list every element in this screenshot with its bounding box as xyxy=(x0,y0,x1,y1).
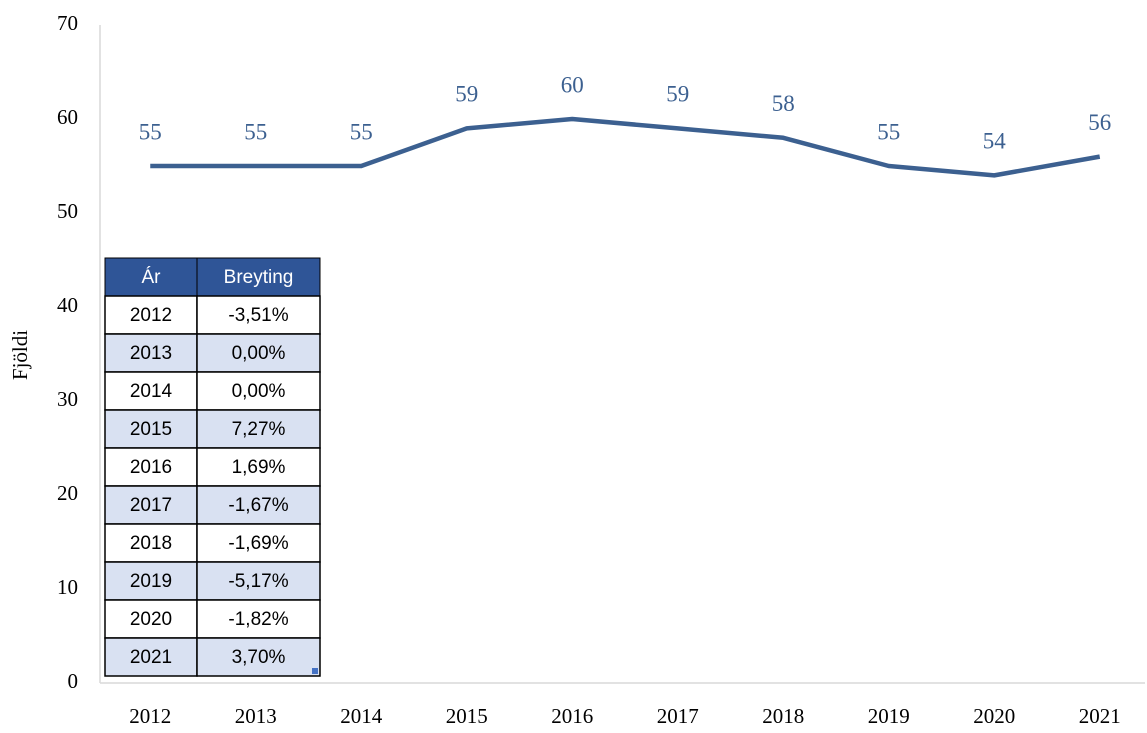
table-text: 0,00% xyxy=(232,381,286,402)
y-tick-label: 60 xyxy=(57,105,78,129)
table-cell xyxy=(104,295,198,335)
table-header: Ár xyxy=(142,267,162,288)
y-tick-label: 30 xyxy=(57,387,78,411)
table-text: 2020 xyxy=(130,609,172,630)
table-text: 2015 xyxy=(130,419,172,440)
table-text: -1,67% xyxy=(228,495,288,516)
table-text: 7,27% xyxy=(232,419,286,440)
table-text: 3,70% xyxy=(232,647,286,668)
table-cell xyxy=(196,485,321,525)
table-cell xyxy=(196,447,321,487)
table-text: 2014 xyxy=(130,381,173,402)
x-tick-label: 2017 xyxy=(657,704,699,728)
table-cell xyxy=(104,371,198,411)
x-tick-label: 2012 xyxy=(129,704,171,728)
data-label: 55 xyxy=(139,119,162,144)
y-tick-label: 0 xyxy=(68,669,79,693)
data-label: 58 xyxy=(772,91,795,116)
table-text: -1,69% xyxy=(228,533,288,554)
x-tick-label: 2021 xyxy=(1079,704,1121,728)
table-text: 2017 xyxy=(130,495,172,516)
table-text: 2012 xyxy=(130,305,172,326)
y-tick-label: 20 xyxy=(57,481,78,505)
x-tick-label: 2018 xyxy=(762,704,804,728)
x-tick-label: 2019 xyxy=(868,704,910,728)
x-tick-label: 2020 xyxy=(973,704,1015,728)
table-text: 2019 xyxy=(130,571,172,592)
table-header-cell xyxy=(196,257,321,297)
table-text: -1,82% xyxy=(228,609,288,630)
table-cell xyxy=(196,333,321,373)
data-label: 60 xyxy=(561,72,584,97)
table-text: 0,00% xyxy=(232,343,286,364)
y-tick-label: 70 xyxy=(57,11,78,35)
table-cell xyxy=(196,637,321,677)
table-cell xyxy=(196,295,321,335)
table-header-cell xyxy=(104,257,198,297)
data-label: 56 xyxy=(1088,110,1111,135)
x-tick-label: 2016 xyxy=(551,704,593,728)
line xyxy=(150,116,1101,178)
table-text: 2016 xyxy=(130,457,172,478)
table-cell xyxy=(104,447,198,487)
x-tick-label: 2014 xyxy=(340,704,383,728)
table-header: Breyting xyxy=(224,267,294,288)
table-cell xyxy=(196,561,321,601)
y-tick-label: 40 xyxy=(57,293,78,317)
y-tick-label: 50 xyxy=(57,199,78,223)
data-label: 59 xyxy=(666,82,689,107)
table-text: 1,69% xyxy=(232,457,286,478)
table-text: 2021 xyxy=(130,647,172,668)
table-text: -5,17% xyxy=(228,571,288,592)
table-cell xyxy=(104,637,198,677)
table-text: 2018 xyxy=(130,533,172,554)
x-tick-label: 2015 xyxy=(446,704,488,728)
y-axis-label: Fjöldi xyxy=(8,330,32,380)
data-label: 55 xyxy=(350,119,373,144)
table-cell xyxy=(104,523,198,563)
resize-handle xyxy=(312,668,318,674)
table-text: -3,51% xyxy=(228,305,288,326)
data-label: 55 xyxy=(244,119,267,144)
x-tick-label: 2013 xyxy=(235,704,277,728)
table-cell xyxy=(104,561,198,601)
table-text: 2013 xyxy=(130,343,172,364)
y-tick-label: 10 xyxy=(57,575,78,599)
data-label: 59 xyxy=(455,82,478,107)
data-label: 55 xyxy=(877,119,900,144)
table-cell xyxy=(196,599,321,639)
data-label: 54 xyxy=(983,129,1007,154)
